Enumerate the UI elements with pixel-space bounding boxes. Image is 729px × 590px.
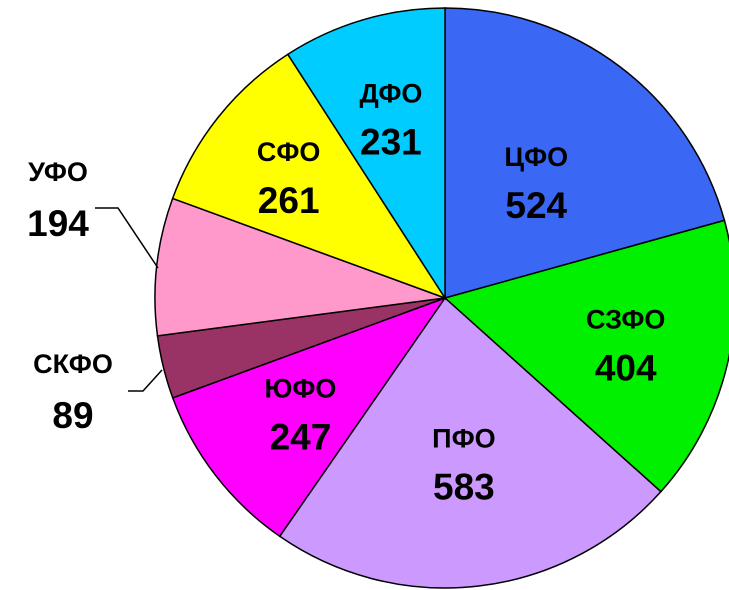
leader-line-5: [128, 369, 163, 392]
slice-label-name-8: ДФО: [359, 78, 422, 108]
slice-4: [171, 296, 447, 538]
slice-3: [278, 296, 662, 589]
slice-8: [286, 7, 446, 301]
slice-label-name-5: СКФО: [33, 349, 113, 379]
slice-label-name-6: УФО: [28, 157, 88, 187]
slice-label-value-3: 583: [433, 466, 495, 507]
slice-label-value-6: 194: [27, 203, 89, 244]
slice-label-value-5: 89: [52, 395, 93, 436]
slice-1: [444, 7, 726, 299]
slice-label-value-1: 524: [505, 185, 567, 226]
slice-label-name-4: ЮФО: [264, 374, 336, 404]
slice-label-name-2: СЗФО: [586, 304, 665, 334]
slice-2: [443, 219, 729, 493]
slice-label-value-4: 247: [270, 417, 332, 458]
slice-7: [171, 53, 447, 300]
pie-slices: [154, 7, 729, 589]
slice-label-name-1: ЦФО: [504, 142, 568, 172]
slice-label-value-2: 404: [595, 347, 657, 388]
leader-line-6: [95, 207, 159, 269]
slice-label-name-3: ПФО: [432, 423, 495, 453]
label-leader-lines: [95, 207, 163, 392]
slice-label-value-7: 261: [258, 180, 320, 221]
pie-labels: ЦФО 524 СЗФО 404 ПФО 583 ЮФО 247 СКФО 89 УФО 194 СФО…: [27, 78, 665, 507]
slice-label-name-7: СФО: [257, 137, 321, 167]
slice-label-value-8: 231: [360, 121, 422, 162]
